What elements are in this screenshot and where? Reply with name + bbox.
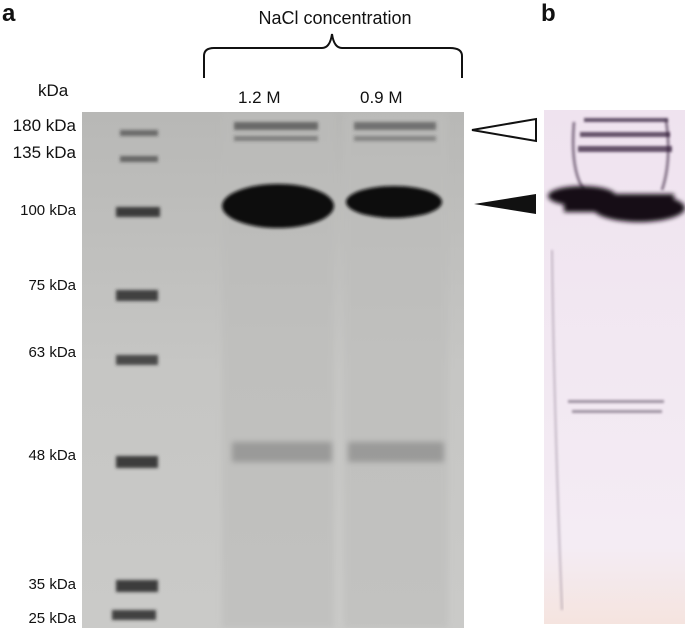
open-arrowhead-icon: [471, 117, 537, 143]
western-blot-image: [544, 110, 685, 624]
lane-label-2: 0.9 M: [360, 88, 403, 107]
sds-page-gel-image: [82, 112, 464, 628]
lane-bracket: [203, 33, 463, 78]
marker-180: 180 kDa: [12, 116, 76, 135]
marker-63: 63 kDa: [28, 344, 76, 361]
lane-label-1: 1.2 M: [238, 88, 281, 107]
filled-arrowhead-icon: [474, 194, 536, 214]
panel-a-label: a: [2, 0, 16, 27]
panel-b-label: b: [541, 0, 556, 27]
nacl-concentration-title: NaCl concentration: [258, 8, 412, 28]
marker-25: 25 kDa: [28, 610, 76, 627]
marker-75: 75 kDa: [28, 277, 76, 294]
kda-unit-label: kDa: [38, 81, 69, 100]
marker-48: 48 kDa: [28, 447, 76, 464]
marker-100: 100 kDa: [20, 202, 76, 219]
marker-35: 35 kDa: [28, 576, 76, 593]
marker-135: 135 kDa: [12, 143, 76, 162]
